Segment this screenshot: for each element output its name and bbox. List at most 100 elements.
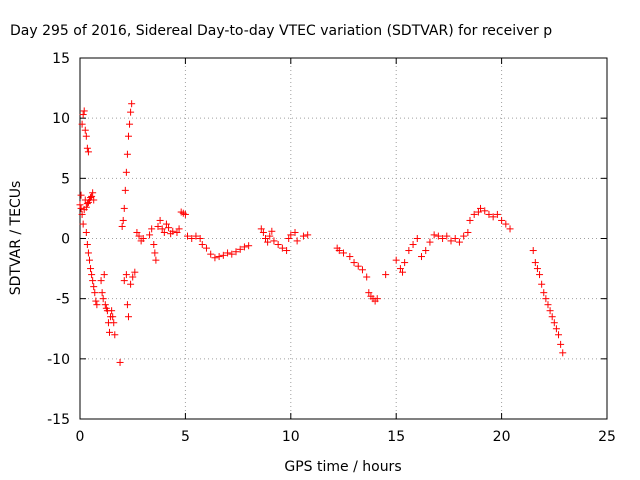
data-point — [192, 232, 200, 240]
data-point — [257, 225, 265, 233]
y-tick-label: -5 — [56, 292, 70, 308]
data-point — [198, 241, 206, 249]
data-point — [123, 150, 131, 158]
data-point — [98, 289, 106, 297]
data-point — [101, 301, 109, 309]
y-tick-label: 15 — [52, 51, 70, 67]
y-tick-label: 0 — [61, 232, 70, 248]
data-point — [129, 273, 137, 281]
data-point — [100, 271, 108, 279]
data-point — [202, 244, 210, 252]
data-point — [550, 319, 558, 327]
data-point — [399, 268, 407, 276]
x-tick-label: 25 — [598, 429, 616, 445]
data-point — [546, 307, 554, 315]
data-point — [78, 120, 86, 128]
data-point — [540, 289, 548, 297]
data-point — [373, 295, 381, 303]
data-point — [335, 247, 343, 255]
data-point — [493, 210, 501, 218]
data-point — [89, 277, 97, 285]
data-point — [181, 210, 189, 218]
data-point — [77, 191, 85, 199]
data-point — [266, 232, 274, 240]
data-point — [126, 120, 134, 128]
data-point — [240, 243, 248, 251]
data-point — [304, 231, 312, 239]
data-point — [90, 196, 98, 204]
data-point — [99, 295, 107, 303]
data-point — [146, 231, 154, 239]
data-point — [211, 254, 219, 262]
data-point — [533, 265, 541, 273]
data-point — [175, 225, 183, 233]
data-point — [474, 208, 482, 216]
x-axis-label: GPS time / hours — [284, 459, 401, 475]
x-tick-label: 15 — [387, 429, 405, 445]
data-point — [232, 248, 240, 256]
x-tick-label: 0 — [76, 429, 85, 445]
data-point — [111, 331, 119, 339]
data-point — [270, 237, 278, 245]
data-point — [274, 241, 282, 249]
x-tick-label: 20 — [493, 429, 511, 445]
data-point — [79, 111, 87, 119]
data-point — [173, 228, 181, 236]
data-point — [120, 204, 128, 212]
data-marks — [76, 100, 567, 366]
data-point — [150, 241, 158, 249]
data-point — [262, 235, 270, 242]
data-point — [81, 126, 89, 134]
y-tick-label: 10 — [52, 111, 70, 127]
data-point — [110, 319, 118, 327]
data-point — [460, 232, 468, 240]
data-point — [485, 210, 493, 218]
data-point — [538, 280, 546, 288]
data-point — [350, 259, 358, 267]
data-point — [506, 225, 514, 233]
data-point — [409, 241, 417, 249]
axis-ticks: 0 5 10 15 20 25 -15 -10 -5 0 5 10 15 — [47, 51, 616, 445]
data-point — [340, 249, 347, 257]
data-point — [108, 307, 116, 315]
data-point — [83, 144, 91, 152]
data-point — [422, 247, 430, 255]
data-point — [160, 228, 168, 236]
data-point — [283, 247, 291, 255]
data-point — [124, 313, 132, 321]
data-point — [287, 231, 295, 239]
data-point — [78, 210, 86, 218]
data-point — [122, 168, 130, 176]
data-point — [396, 265, 404, 273]
data-point — [363, 273, 371, 281]
data-point — [430, 231, 438, 239]
data-point — [455, 238, 463, 246]
data-point — [127, 280, 135, 288]
data-point — [245, 242, 253, 250]
data-point — [133, 228, 141, 236]
data-point — [131, 268, 139, 276]
data-point — [299, 232, 307, 240]
data-point — [82, 228, 90, 236]
data-point — [93, 301, 101, 309]
data-point — [417, 253, 425, 261]
data-point — [365, 289, 373, 297]
data-point — [84, 249, 92, 257]
data-point — [498, 216, 506, 224]
data-point — [354, 262, 362, 270]
y-axis-label: SDTVAR / TECUs — [8, 181, 24, 296]
data-point — [109, 313, 117, 321]
data-point — [85, 256, 93, 264]
data-point — [434, 232, 442, 240]
data-point — [466, 216, 474, 224]
data-point — [82, 132, 90, 140]
data-point — [128, 100, 136, 108]
data-point — [116, 358, 124, 366]
data-point — [443, 232, 451, 240]
data-point — [124, 132, 132, 140]
y-tick-label: -15 — [47, 412, 70, 428]
data-point — [552, 325, 560, 333]
data-point — [464, 228, 472, 236]
data-point — [489, 213, 497, 221]
